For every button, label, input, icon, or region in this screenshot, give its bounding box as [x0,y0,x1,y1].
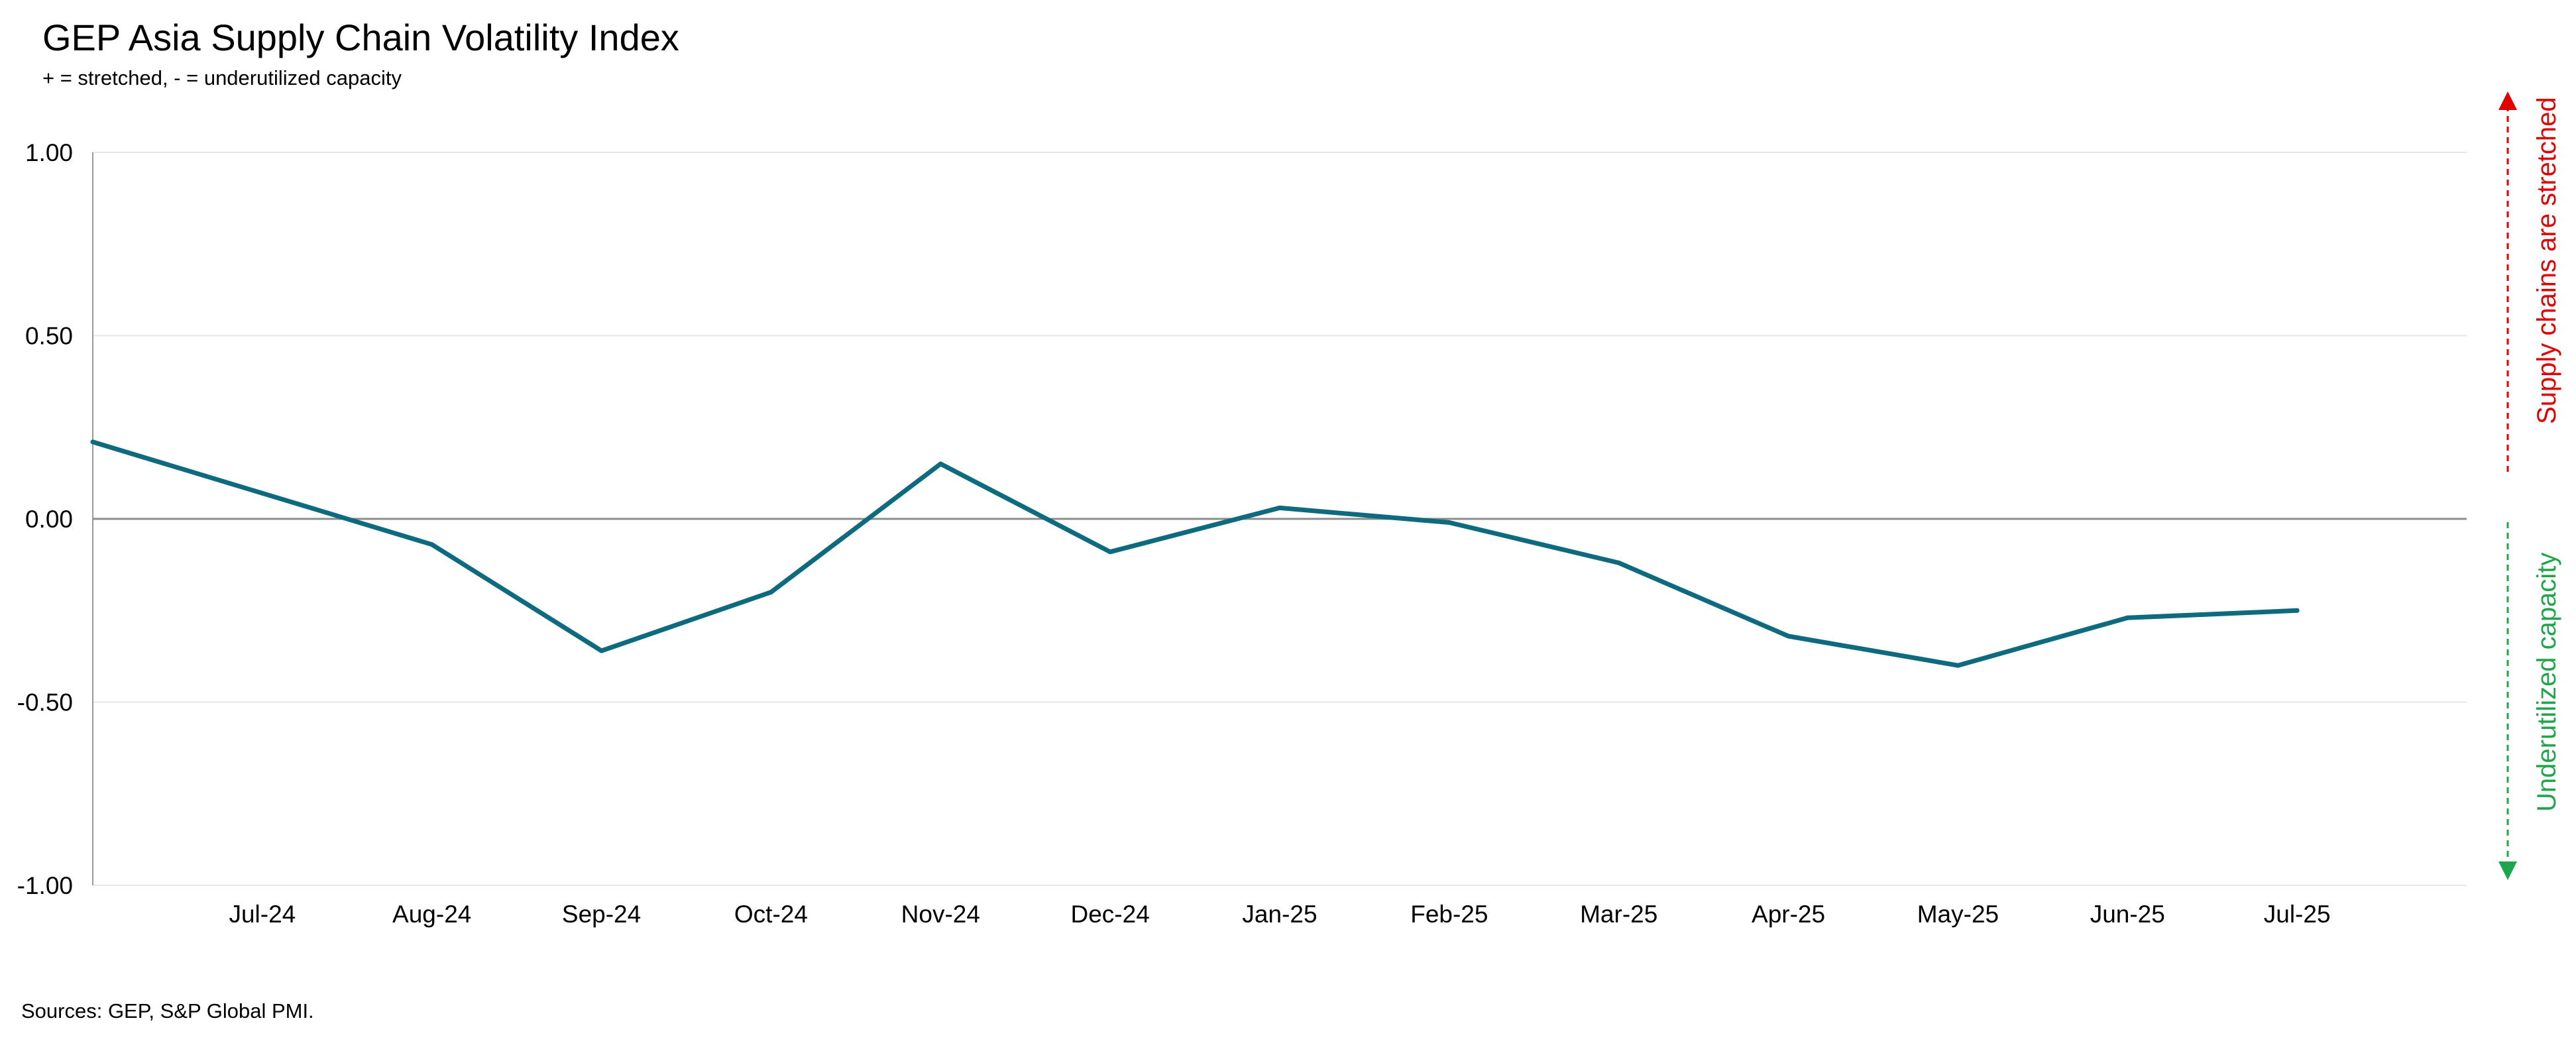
x-tick-label: Mar-25 [1580,901,1657,928]
x-tick-label: Sep-24 [562,901,641,928]
chart-subtitle: + = stretched, - = underutilized capacit… [42,66,402,89]
data-point [1616,560,1622,565]
y-tick-label: 0.50 [25,323,73,350]
data-point [1277,505,1282,510]
y-tick-label: -0.50 [17,689,73,716]
data-point [2294,608,2300,613]
stretched-annotation: Supply chains are stretched [2498,91,2561,472]
gridlines [93,152,2467,886]
source-note: Sources: GEP, S&P Global PMI. [21,999,314,1023]
underutilized-label: Underutilized capacity [2532,553,2561,812]
data-point [1786,634,1791,639]
data-point [1955,663,1960,668]
data-point [938,461,943,467]
data-point [2125,615,2130,620]
x-tick-label: May-25 [1917,901,1999,928]
x-tick-label: Jul-24 [229,901,296,928]
x-tick-label: Aug-24 [392,901,471,928]
x-tick-label: Nov-24 [901,901,980,928]
up-arrow-icon [2498,91,2517,110]
x-tick-label: Apr-25 [1752,901,1825,928]
chart-title: GEP Asia Supply Chain Volatility Index [42,17,679,58]
x-tick-label: Oct-24 [734,901,808,928]
y-tick-label: 0.00 [25,506,73,533]
x-tick-label: Feb-25 [1410,901,1488,928]
series-line [90,439,2300,668]
stretched-label: Supply chains are stretched [2532,97,2561,424]
data-point [1447,520,1452,526]
y-tick-label: 1.00 [25,139,73,166]
data-point [1107,549,1113,555]
data-point [90,439,95,445]
underutilized-annotation: Underutilized capacity [2498,522,2561,880]
data-point [768,590,773,595]
series-points [90,439,2300,668]
x-tick-label: Jan-25 [1242,901,1317,928]
data-point [260,490,265,496]
x-tick-label: Jul-25 [2264,901,2331,928]
x-tick-label: Dec-24 [1071,901,1150,928]
x-axis-ticks: Jul-24 Aug-24 Sep-24 Oct-24 Nov-24 Dec-24 Jan-… [229,901,2330,928]
y-axis-ticks: 1.00 0.50 0.00 -0.50 -1.00 [17,139,73,899]
x-tick-label: Jun-25 [2090,901,2165,928]
y-tick-label: -1.00 [17,872,73,899]
data-point [429,542,435,547]
data-point [599,648,604,653]
down-arrow-icon [2498,861,2517,880]
